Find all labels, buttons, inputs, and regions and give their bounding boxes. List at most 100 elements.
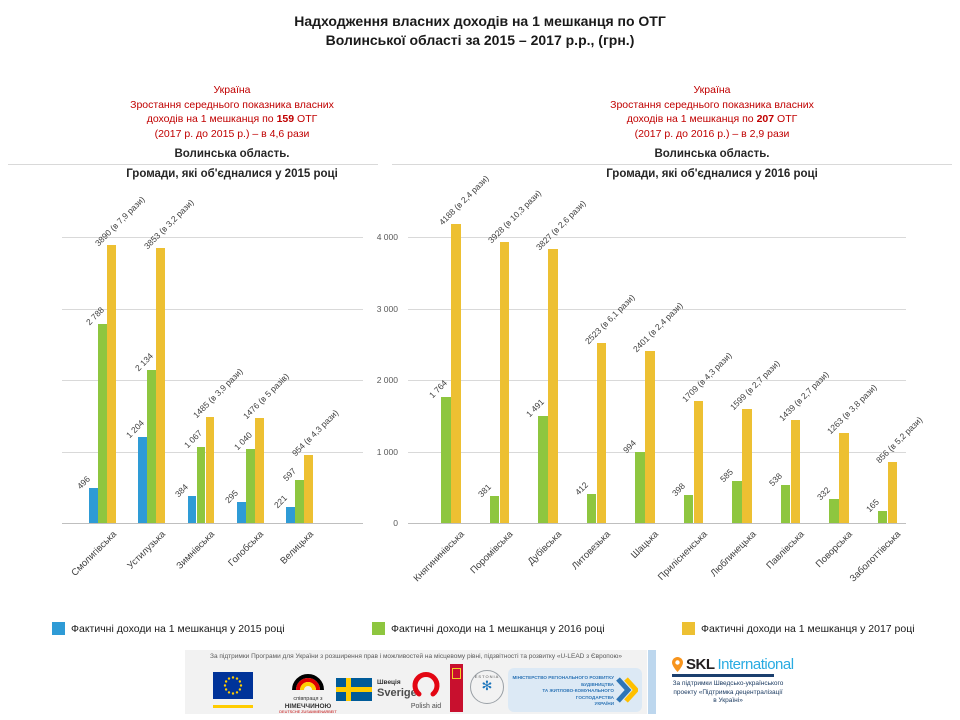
bar-value-text: 1709 (в 4,3 рази): [679, 350, 734, 404]
bar: [538, 416, 548, 523]
bar-value-text: 1476 (в 5 разів): [240, 370, 291, 421]
legend-label-2017: Фактичні доходи на 1 мешканця у 2017 роц…: [701, 622, 915, 635]
x-axis-label-text: Павлівська: [764, 529, 807, 572]
y-axis-label: 4 000: [376, 232, 398, 242]
gridline: [408, 308, 906, 310]
bar-value-text: 1263 (в 3,8 рази): [825, 381, 879, 436]
skl-sub3: в Україні»: [713, 697, 743, 704]
polish-aid-icon: [412, 672, 440, 697]
polish-aid-label: Polish aid: [410, 703, 442, 710]
eu-flag-icon: [213, 672, 253, 699]
bar-value-text: 4188 (в 2,4 рази): [437, 172, 491, 227]
note-2015-line4: (2017 р. до 2015 р.) – в 4,6 рази: [154, 127, 310, 140]
bar: [304, 454, 313, 523]
legend-label-2015: Фактичні доходи на 1 мешканця у 2015 роц…: [71, 622, 285, 635]
ministry-line4: УКРАЇНИ: [594, 701, 614, 706]
sweden-text: Швеція Sverige: [377, 679, 417, 699]
bar: [255, 417, 264, 523]
bar-value-text: 954 (в 4,3 рази): [289, 407, 341, 458]
bar: [877, 511, 888, 523]
bar: [499, 242, 510, 523]
polish-aid-logo: Polish aid: [406, 668, 446, 710]
germany-logo: співпраця з НІМЕЧЧИНОЮ DEUTSCHE ZUSAMMEN…: [276, 668, 340, 715]
bar: [187, 495, 197, 523]
skl-brand: SKL International: [672, 656, 798, 673]
x-axis-label-text: Княгининівська: [411, 529, 468, 585]
bar: [489, 495, 500, 523]
bar: [107, 244, 116, 523]
skl-sub2: проекту «Підтримка децентралізації: [673, 688, 783, 696]
bar: [98, 323, 107, 523]
eu-flag-logo: [213, 672, 253, 708]
gridline: [62, 237, 363, 238]
bar: [138, 436, 147, 523]
x-axis-label-text: Зимнівська: [174, 529, 218, 572]
bar: [295, 480, 304, 523]
x-axis-label-text: Прилісненська: [655, 529, 710, 583]
note-2016-line2: Зростання середнього показника власних: [610, 98, 814, 111]
y-axis-label: 3 000: [376, 303, 398, 314]
red-banner-logo: [450, 664, 463, 712]
chart-subtitle-2015: Громади, які об'єдналися у 2015 році: [126, 168, 338, 180]
legend-swatch-2017: [682, 622, 695, 635]
x-axis-label-text: Поворська: [814, 529, 856, 570]
bar: [205, 416, 215, 523]
sweden-line2: Sverige: [377, 686, 417, 699]
gridline: [62, 380, 363, 381]
ministry-line2: БУДІВНИЦТВА: [581, 681, 614, 687]
x-axis-label-text: Дубівська: [525, 529, 565, 568]
bar: [246, 448, 255, 523]
bar: [839, 432, 849, 523]
y-axis-label: 0: [393, 518, 398, 528]
bar: [790, 420, 801, 523]
note-2015-country: Україна: [213, 84, 251, 96]
y-axis-label: 1 000: [376, 446, 398, 457]
note-2015-line2: Зростання середнього показника власних: [130, 98, 334, 111]
red-banner-emblem: [452, 668, 461, 679]
note-2016: Україна Зростання середнього показника в…: [557, 83, 867, 141]
bar-value-text: 1599 (в 2,7 рази): [728, 357, 782, 412]
ministry-text: МІНІСТЕРСТВО РЕГІОНАЛЬНОГО РОЗВИТКУ БУДІ…: [512, 675, 614, 708]
bar-value-text: 3853 (в 3,2 рази): [141, 196, 196, 251]
bar: [683, 494, 694, 523]
skl-tagline-bar: [672, 674, 774, 677]
x-axis-line: [408, 523, 906, 524]
bar-value-text: 1439 (в 2,7 рази): [776, 369, 831, 424]
x-axis-label-text: Заболоттівська: [848, 529, 904, 585]
legend-swatch-2015: [52, 622, 65, 635]
gridline: [62, 308, 363, 310]
bar: [732, 481, 742, 523]
gridline: [408, 237, 906, 238]
skl-pin-icon: [672, 657, 683, 672]
estonia-logo: ESTONIA ✻: [470, 670, 504, 704]
footer-caption: За підтримки Програми для України з розш…: [210, 653, 622, 660]
ministry-logo: МІНІСТЕРСТВО РЕГІОНАЛЬНОГО РОЗВИТКУ БУДІ…: [508, 668, 642, 712]
panel-divider-left: [8, 164, 378, 165]
x-axis-label-text: Поромівська: [468, 529, 516, 577]
bar: [441, 396, 451, 523]
estonia-label: ESTONIA: [474, 674, 500, 679]
legend-item-2015: Фактичні доходи на 1 мешканця у 2015 роц…: [52, 622, 285, 635]
bar: [635, 451, 645, 523]
y-axis-label: 2 000: [376, 375, 398, 385]
bar: [286, 507, 295, 523]
note-2016-country: Україна: [693, 84, 731, 96]
ministry-chevron-icon: [616, 677, 638, 703]
legend-item-2017: Фактичні доходи на 1 мешканця у 2017 роц…: [682, 622, 915, 635]
gridline: [408, 451, 906, 453]
x-axis-label-text: Шацька: [629, 529, 662, 561]
panel-divider-right: [392, 164, 952, 165]
bar: [586, 493, 597, 523]
germany-line3: DEUTSCHE ZUSAMMENARBEIT: [279, 710, 337, 715]
legend-item-2016: Фактичні доходи на 1 мешканця у 2016 роц…: [372, 622, 605, 635]
region-title-2016: Волинська область.: [654, 148, 770, 160]
page-title-line2: Волинської області за 2015 – 2017 р.р., …: [325, 32, 635, 48]
bar: [596, 342, 607, 523]
skl-logo-block: SKL International За підтримки Шведсько-у…: [658, 656, 798, 706]
x-axis-label-text: Устилузька: [125, 529, 168, 572]
note-2015-line3: доходів на 1 мешканця по 159 ОТГ: [146, 113, 318, 125]
bar: [156, 247, 165, 523]
x-axis-label-text: Люблинецька: [708, 529, 759, 580]
bar: [887, 461, 898, 523]
sweden-flag-icon: [336, 678, 372, 701]
